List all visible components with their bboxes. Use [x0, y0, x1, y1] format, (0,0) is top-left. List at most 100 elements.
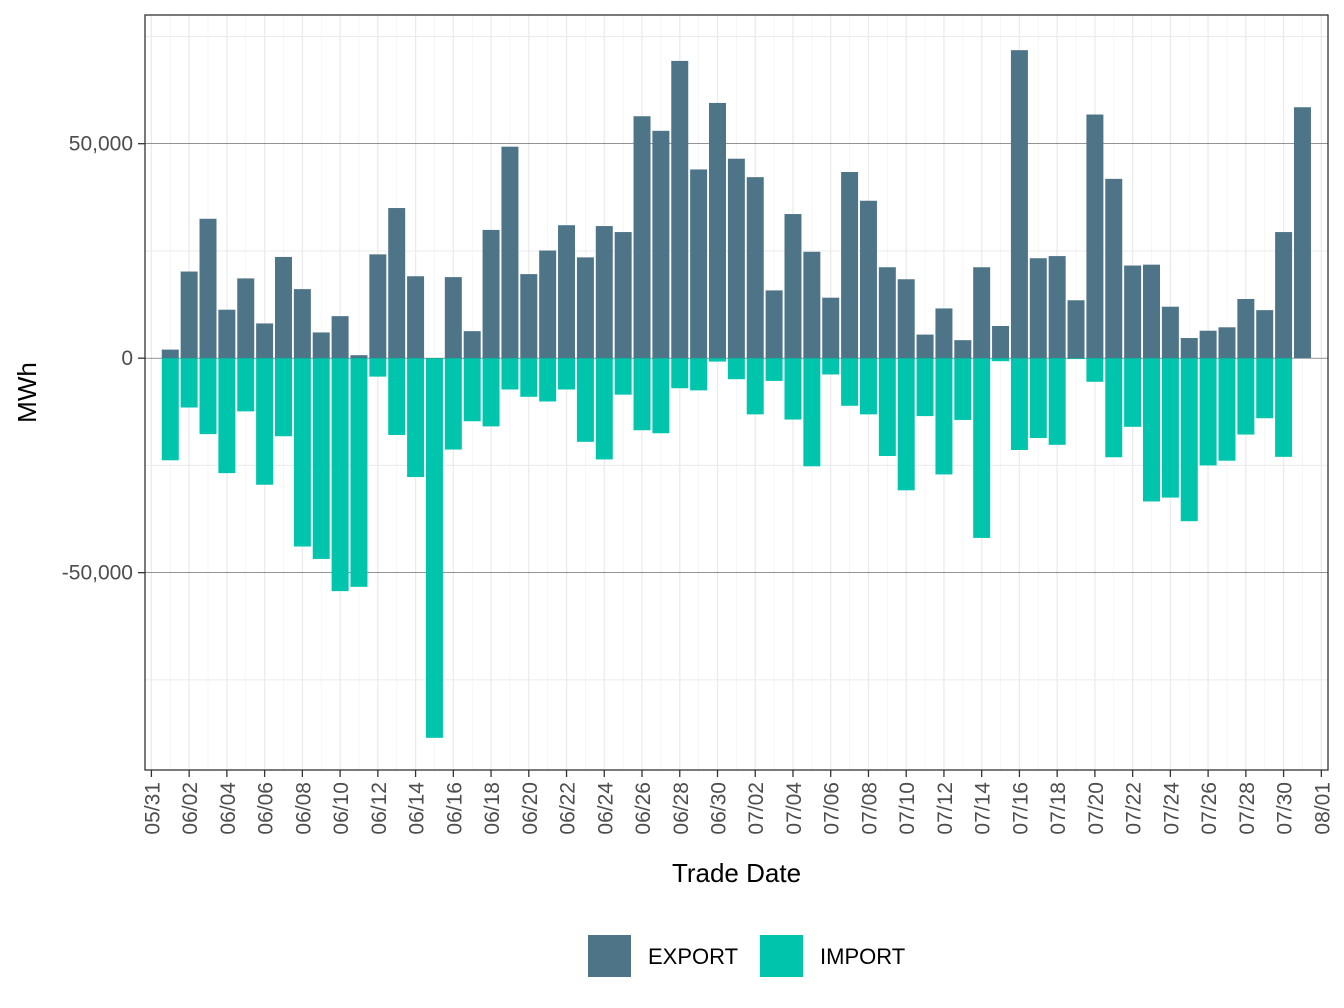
- export-bar-07-10: [897, 279, 915, 359]
- import-bar-06-13: [388, 358, 406, 435]
- import-bar-06-22: [558, 358, 576, 390]
- export-bar-07-29: [1256, 310, 1274, 359]
- import-bar-07-23: [1143, 358, 1161, 502]
- export-bar-06-02: [180, 271, 198, 359]
- import-bar-06-17: [463, 358, 481, 422]
- y-axis: -50,000 0 50,000: [62, 133, 145, 585]
- import-bar-06-27: [652, 358, 670, 434]
- export-bar-06-12: [369, 254, 387, 359]
- export-bar-07-27: [1218, 327, 1236, 359]
- export-bar-06-13: [388, 208, 406, 359]
- import-bar-07-14: [973, 358, 991, 538]
- x-tick-label: 06/24: [594, 782, 617, 835]
- export-bar-06-09: [312, 332, 330, 359]
- import-bar-07-29: [1256, 358, 1274, 419]
- x-tick-label: 07/28: [1236, 782, 1259, 835]
- import-bar-07-06: [822, 358, 840, 375]
- x-axis: 05/31 06/02 06/04 06/06 06/08 06/10 06/12 06/14…: [141, 770, 1334, 835]
- x-tick-label: 06/02: [179, 782, 202, 835]
- y-tick-label: 0: [121, 347, 133, 370]
- export-bar-06-25: [614, 232, 632, 359]
- import-bar-07-04: [784, 358, 802, 420]
- x-tick-label: 07/12: [934, 782, 957, 835]
- export-bar-06-28: [671, 60, 689, 359]
- x-tick-label: 07/06: [821, 782, 844, 835]
- export-bar-06-20: [520, 274, 538, 359]
- export-bar-06-10: [331, 316, 349, 359]
- export-bar-06-19: [501, 146, 519, 359]
- y-axis-title: MWh: [12, 362, 42, 423]
- x-tick-label: 07/20: [1085, 782, 1108, 835]
- import-bar-06-05: [237, 358, 255, 412]
- export-bar-07-22: [1124, 265, 1142, 359]
- x-tick-label: 07/24: [1160, 782, 1183, 835]
- export-bar-07-15: [992, 326, 1010, 359]
- import-bar-07-01: [727, 358, 745, 380]
- import-bar-07-22: [1124, 358, 1142, 427]
- export-bar-07-30: [1275, 232, 1293, 359]
- export-bar-07-20: [1086, 114, 1104, 359]
- x-tick-label: 08/01: [1311, 782, 1334, 835]
- export-bar-06-05: [237, 278, 255, 359]
- export-bar-07-25: [1180, 338, 1198, 359]
- export-bar-07-05: [803, 251, 821, 359]
- export-bar-07-09: [878, 267, 896, 359]
- export-bar-07-24: [1161, 306, 1179, 359]
- import-bar-07-09: [878, 358, 896, 456]
- export-bar-07-06: [822, 297, 840, 359]
- export-bar-06-26: [633, 116, 651, 359]
- import-bar-06-25: [614, 358, 632, 395]
- x-tick-label: 07/08: [858, 782, 881, 835]
- export-bar-06-07: [274, 256, 292, 359]
- export-bar-07-02: [746, 177, 764, 359]
- import-bar-07-16: [1010, 358, 1028, 450]
- import-bar-06-16: [444, 358, 462, 450]
- x-tick-label: 07/02: [745, 782, 768, 835]
- x-tick-label: 06/10: [330, 782, 353, 835]
- export-bar-06-01: [161, 349, 179, 359]
- x-tick-label: 06/04: [217, 782, 240, 835]
- x-tick-label: 06/20: [519, 782, 542, 835]
- export-legend-key: [588, 935, 631, 977]
- import-bar-06-08: [293, 358, 311, 547]
- import-bar-07-21: [1105, 358, 1123, 458]
- export-bar-06-04: [218, 309, 236, 359]
- import-bar-07-26: [1199, 358, 1217, 466]
- export-bar-07-18: [1048, 256, 1066, 359]
- x-tick-label: 06/06: [255, 782, 278, 835]
- x-tick-label: 07/18: [1047, 782, 1070, 835]
- import-bar-06-06: [256, 358, 274, 485]
- x-tick-label: 07/10: [896, 782, 919, 835]
- export-bar-07-26: [1199, 330, 1217, 359]
- export-legend-label: EXPORT: [648, 944, 738, 969]
- x-axis-title: Trade Date: [672, 858, 801, 888]
- export-bar-07-01: [727, 158, 745, 359]
- import-bar-07-20: [1086, 358, 1104, 382]
- x-tick-label: 06/12: [368, 782, 391, 835]
- export-bar-07-23: [1143, 264, 1161, 359]
- export-bar-06-29: [690, 169, 708, 359]
- x-tick-label: 07/16: [1009, 782, 1032, 835]
- import-bar-07-02: [746, 358, 764, 415]
- x-tick-label: 06/22: [557, 782, 580, 835]
- export-bar-06-30: [709, 102, 726, 359]
- export-bar-07-11: [916, 334, 934, 359]
- import-bar-06-18: [482, 358, 500, 427]
- import-bar-07-25: [1180, 358, 1198, 522]
- export-bar-07-17: [1029, 258, 1047, 359]
- x-tick-label: 07/14: [972, 782, 995, 835]
- import-bar-07-07: [841, 358, 859, 406]
- export-bar-07-31: [1293, 107, 1311, 359]
- export-bar-07-03: [765, 290, 783, 359]
- import-bar-06-26: [633, 358, 651, 431]
- import-bar-07-10: [897, 358, 915, 491]
- export-bar-06-16: [444, 277, 462, 359]
- x-tick-label: 06/14: [406, 782, 429, 835]
- export-bar-06-22: [558, 225, 576, 359]
- import-bar-06-24: [595, 358, 613, 460]
- import-bar-07-28: [1237, 358, 1255, 435]
- import-bar-06-01: [161, 358, 179, 461]
- import-bar-06-19: [501, 358, 519, 390]
- x-tick-label: 07/22: [1123, 782, 1146, 835]
- import-bar-06-10: [331, 358, 349, 592]
